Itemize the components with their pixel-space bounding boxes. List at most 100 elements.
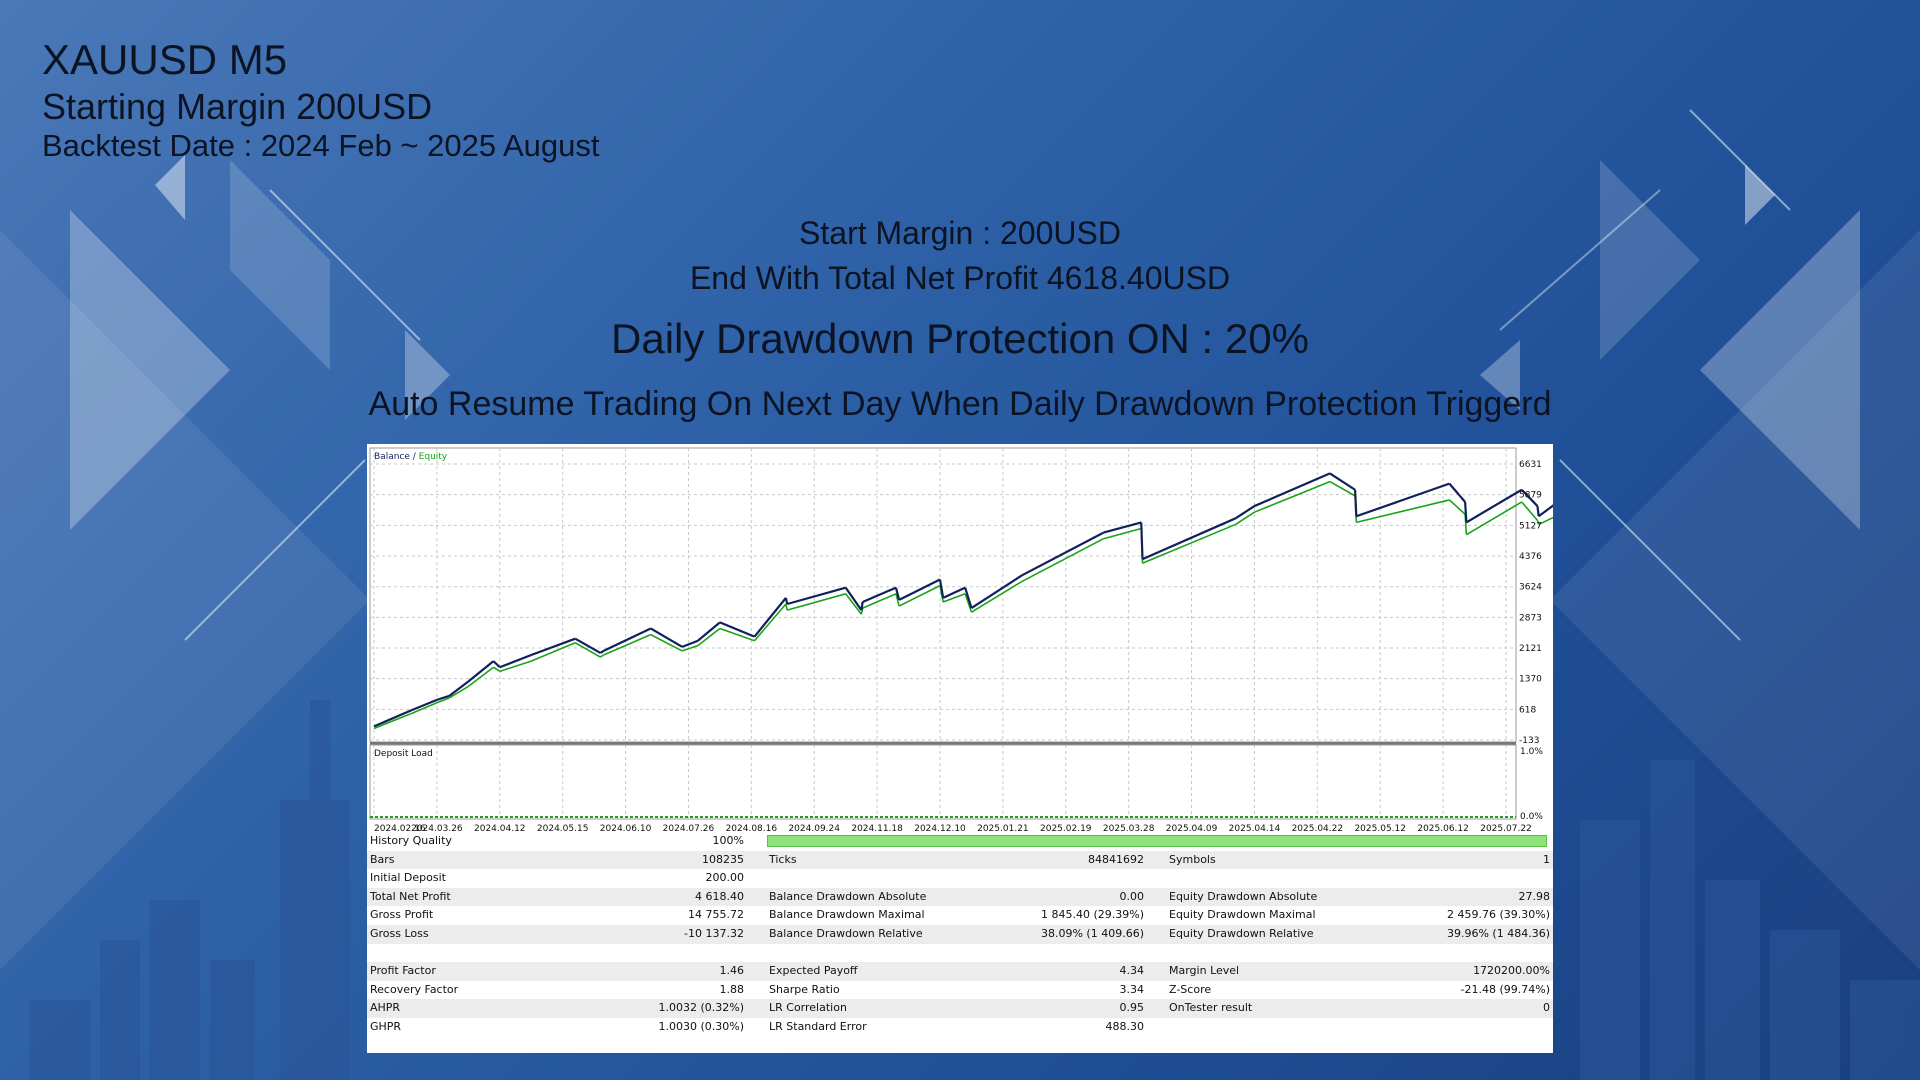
balance-segment: [1448, 482, 1466, 503]
stat-label: Gross Loss: [370, 926, 429, 940]
symbol-timeframe-title: XAUUSD M5: [42, 36, 288, 83]
balance-segment: [753, 597, 787, 638]
history-quality-label: History Quality: [370, 834, 452, 847]
x-tick-label: 2024.11.18: [851, 824, 903, 832]
equity-segment: [964, 593, 973, 613]
x-tick-label: 2024.07.26: [663, 824, 715, 832]
balance-segment: [786, 586, 846, 606]
stat-label: Total Net Profit: [370, 889, 451, 903]
balance-segment: [719, 621, 755, 638]
stat-label: Margin Level: [1169, 964, 1240, 978]
balance-segment: [448, 680, 469, 697]
stat-value: 39.96% (1 484.36): [1446, 926, 1550, 940]
balance-segment: [898, 578, 941, 601]
equity-segment: [449, 685, 469, 699]
history-quality-row: History Quality 100%: [367, 832, 1553, 851]
equity-segment: [499, 660, 532, 673]
equity-segment: [786, 593, 846, 611]
equity-segment: [1254, 480, 1331, 513]
equity-segment: [530, 642, 576, 662]
stat-value: 1720200.00%: [1473, 964, 1550, 978]
equity-segment: [681, 644, 699, 652]
balance-segment: [599, 650, 605, 654]
stat-label: LR Correlation: [769, 1001, 847, 1015]
stat-value: 1: [1543, 852, 1550, 866]
stat-label: Z-Score: [1169, 982, 1212, 996]
svg-text:Balance / Equity: Balance / Equity: [374, 452, 448, 462]
starting-margin-text: Starting Margin 200USD: [42, 86, 433, 127]
legend-balance: Balance: [374, 452, 410, 462]
equity-segment: [373, 712, 413, 730]
stats-row: AHPR 1.0032 (0.32%) LR Correlation 0.95 OnTe…: [367, 999, 1553, 1018]
stat-label: Initial Deposit: [370, 871, 446, 885]
equity-segment: [467, 666, 494, 688]
x-tick-label: 2024.05.15: [537, 824, 589, 832]
x-tick-label: 2025.04.09: [1166, 824, 1218, 832]
x-tick-label: 2024.09.24: [788, 824, 840, 832]
equity-segment: [862, 593, 897, 609]
x-tick-label: 2025.04.14: [1229, 824, 1281, 832]
y-tick-label: 1370: [1519, 675, 1542, 685]
equity-segment: [1356, 499, 1450, 524]
drawdown-protection-text: Daily Drawdown Protection ON : 20%: [611, 315, 1309, 362]
stat-value: 108235: [702, 852, 744, 866]
deposit-load-bottom-tick: 0.0%: [1520, 812, 1543, 822]
stat-value: 1.46: [719, 964, 745, 978]
equity-segment: [436, 697, 450, 704]
x-tick-label: 2024.04.12: [474, 824, 526, 832]
stats-row: Gross Profit 14 755.72 Balance Drawdown Ma…: [367, 906, 1553, 925]
stat-label: Recovery Factor: [370, 982, 459, 996]
balance-segment: [1464, 501, 1468, 523]
equity-segment: [1329, 480, 1356, 497]
balance-segment: [574, 637, 601, 654]
balance-segment: [964, 587, 973, 609]
equity-segment: [574, 642, 601, 658]
stat-value: 0.00: [1119, 889, 1145, 903]
equity-segment: [753, 603, 787, 642]
equity-segment: [971, 580, 1023, 613]
balance-equity-chart: Balance / Equity 6631 5879 5127 4376 3624 287…: [369, 447, 1553, 832]
balance-segment: [938, 579, 945, 599]
equity-segment: [942, 593, 966, 603]
balance-segment: [1520, 488, 1539, 507]
stat-value: 1.0030 (0.30%): [658, 1019, 744, 1033]
equity-segment: [895, 593, 900, 607]
stat-label: LR Standard Error: [769, 1019, 867, 1033]
backtest-date-text: Backtest Date : 2024 Feb ~ 2025 August: [42, 128, 600, 163]
stats-row: Profit Factor 1.46 Expected Payoff 4.34 Marg…: [367, 962, 1553, 981]
equity-segment: [411, 702, 438, 715]
balance-segment: [1329, 472, 1356, 491]
y-tick-label: 3624: [1519, 583, 1542, 593]
stat-label: AHPR: [370, 1001, 401, 1015]
stat-label: Profit Factor: [370, 964, 436, 978]
stats-row: Recovery Factor 1.88 Sharpe Ratio 3.34 Z-Sco…: [367, 981, 1553, 1000]
equity-segment: [493, 666, 501, 672]
stats-row: Initial Deposit 200.00: [367, 869, 1553, 888]
x-tick-label: 2025.05.12: [1354, 824, 1406, 832]
stat-label: OnTester result: [1169, 1001, 1253, 1015]
y-tick-label: 618: [1519, 705, 1536, 715]
equity-segment: [697, 627, 721, 647]
equity-segment: [1142, 523, 1236, 564]
equity-segment: [1021, 538, 1104, 583]
equity-segment: [1521, 501, 1539, 521]
stat-value: 27.98: [1518, 889, 1551, 903]
stat-label: Symbols: [1169, 852, 1216, 866]
backtest-report-panel: Balance / Equity 6631 5879 5127 4376 3624 287…: [367, 444, 1553, 1053]
balance-segment: [1103, 521, 1142, 534]
stat-label: Equity Drawdown Maximal: [1169, 908, 1316, 922]
x-tick-label: 2025.01.21: [977, 824, 1029, 832]
equity-segment: [845, 593, 863, 615]
balance-segment: [862, 586, 897, 603]
stat-value: -10 137.32: [684, 926, 744, 940]
balance-segment: [1021, 531, 1105, 577]
equity-segment: [1448, 499, 1466, 515]
balance-segment: [530, 637, 576, 657]
stat-label: Equity Drawdown Absolute: [1169, 889, 1318, 903]
x-tick-label: 2025.02.19: [1040, 824, 1092, 832]
x-tick-label: 2024.06.10: [600, 824, 652, 832]
stat-label: Balance Drawdown Relative: [769, 926, 923, 940]
stat-value: 0: [1543, 1001, 1550, 1015]
stat-value: 1 845.40 (29.39%): [1040, 908, 1144, 922]
